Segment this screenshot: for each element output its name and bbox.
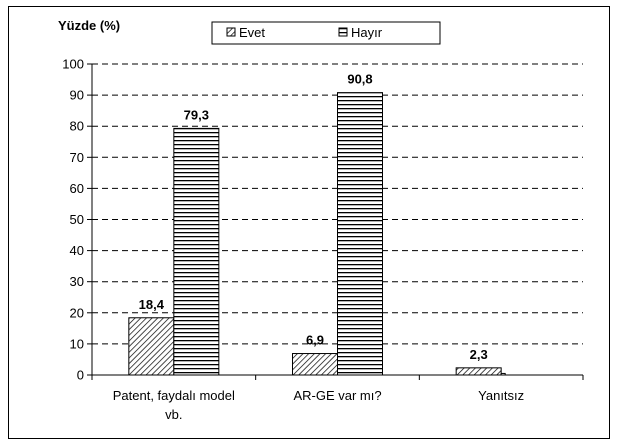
x-tick-label: Patent, faydalı model: [113, 388, 235, 403]
legend-label: Hayır: [351, 25, 383, 40]
legend-swatch-hayır: [338, 27, 348, 37]
data-label: 6,9: [306, 333, 324, 348]
bar-evet: [292, 353, 338, 376]
y-tick-label: 90: [70, 88, 84, 103]
y-tick-label: 80: [70, 119, 84, 134]
bar-hayır: [337, 92, 383, 376]
bar-hayır: [173, 127, 220, 376]
bar-evet: [128, 317, 175, 376]
y-tick-label: 100: [62, 57, 84, 72]
y-tick-label: 20: [70, 305, 84, 320]
y-tick-label: 40: [70, 243, 84, 258]
bar-evet: [455, 367, 502, 376]
data-label: 2,3: [470, 347, 488, 362]
y-axis-ticks: 0 10 20 30 40 50 60 70 80 90 100: [62, 57, 92, 383]
y-axis-title: Yüzde (%): [58, 18, 120, 33]
data-label: 79,3: [184, 107, 209, 122]
legend-box: [211, 21, 441, 45]
y-tick-label: 50: [70, 212, 84, 227]
x-tick-label: AR-GE var mı?: [293, 388, 381, 403]
legend-label: Evet: [239, 25, 265, 40]
axes: [91, 64, 584, 380]
y-tick-label: 70: [70, 150, 84, 165]
data-label: 90,8: [347, 72, 372, 87]
y-tick-label: 30: [70, 274, 84, 289]
y-tick-label: 0: [77, 368, 84, 383]
legend: Evet Hayır: [211, 21, 441, 45]
data-label: 18,4: [139, 297, 165, 312]
y-tick-label: 60: [70, 181, 84, 196]
x-tick-label: vb.: [165, 407, 182, 422]
x-axis-labels: Patent, faydalı model vb. AR-GE var mı? Yan…: [113, 388, 524, 422]
x-tick-label: Yanıtsız: [478, 388, 524, 403]
legend-swatch-evet: [226, 27, 236, 37]
value-labels: 18,4 79,3 6,9 90,8 2,3: [139, 72, 488, 362]
y-tick-label: 10: [70, 336, 84, 351]
